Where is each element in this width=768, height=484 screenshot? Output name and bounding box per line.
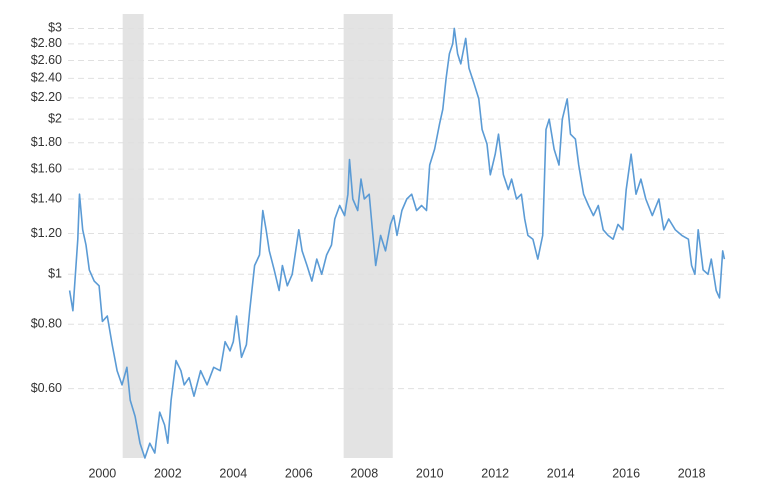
y-tick-label: $1.20	[31, 226, 62, 240]
y-tick-label: $2.60	[31, 53, 62, 67]
x-tick-label: 2014	[547, 466, 575, 480]
y-tick-label: $3	[48, 21, 62, 35]
y-tick-label: $1.80	[31, 135, 62, 149]
y-tick-label: $1.40	[31, 191, 62, 205]
y-tick-label: $1	[48, 267, 62, 281]
x-tick-label: 2010	[416, 466, 444, 480]
y-tick-label: $2.40	[31, 71, 62, 85]
shaded-span	[122, 14, 144, 458]
x-tick-label: 2006	[285, 466, 313, 480]
y-tick-label: $2.20	[31, 90, 62, 104]
x-tick-label: 2012	[481, 466, 509, 480]
x-tick-label: 2016	[612, 466, 640, 480]
y-tick-label: $0.60	[31, 381, 62, 395]
x-tick-label: 2004	[219, 466, 247, 480]
y-tick-label: $1.60	[31, 161, 62, 175]
y-tick-label: $2.80	[31, 36, 62, 50]
x-tick-label: 2002	[154, 466, 182, 480]
shaded-span	[343, 14, 393, 458]
y-tick-label: $2	[48, 111, 62, 125]
x-tick-label: 2008	[350, 466, 378, 480]
x-tick-label: 2018	[678, 466, 706, 480]
price-line	[68, 27, 726, 459]
y-tick-label: $0.80	[31, 317, 62, 331]
x-tick-label: 2000	[88, 466, 116, 480]
